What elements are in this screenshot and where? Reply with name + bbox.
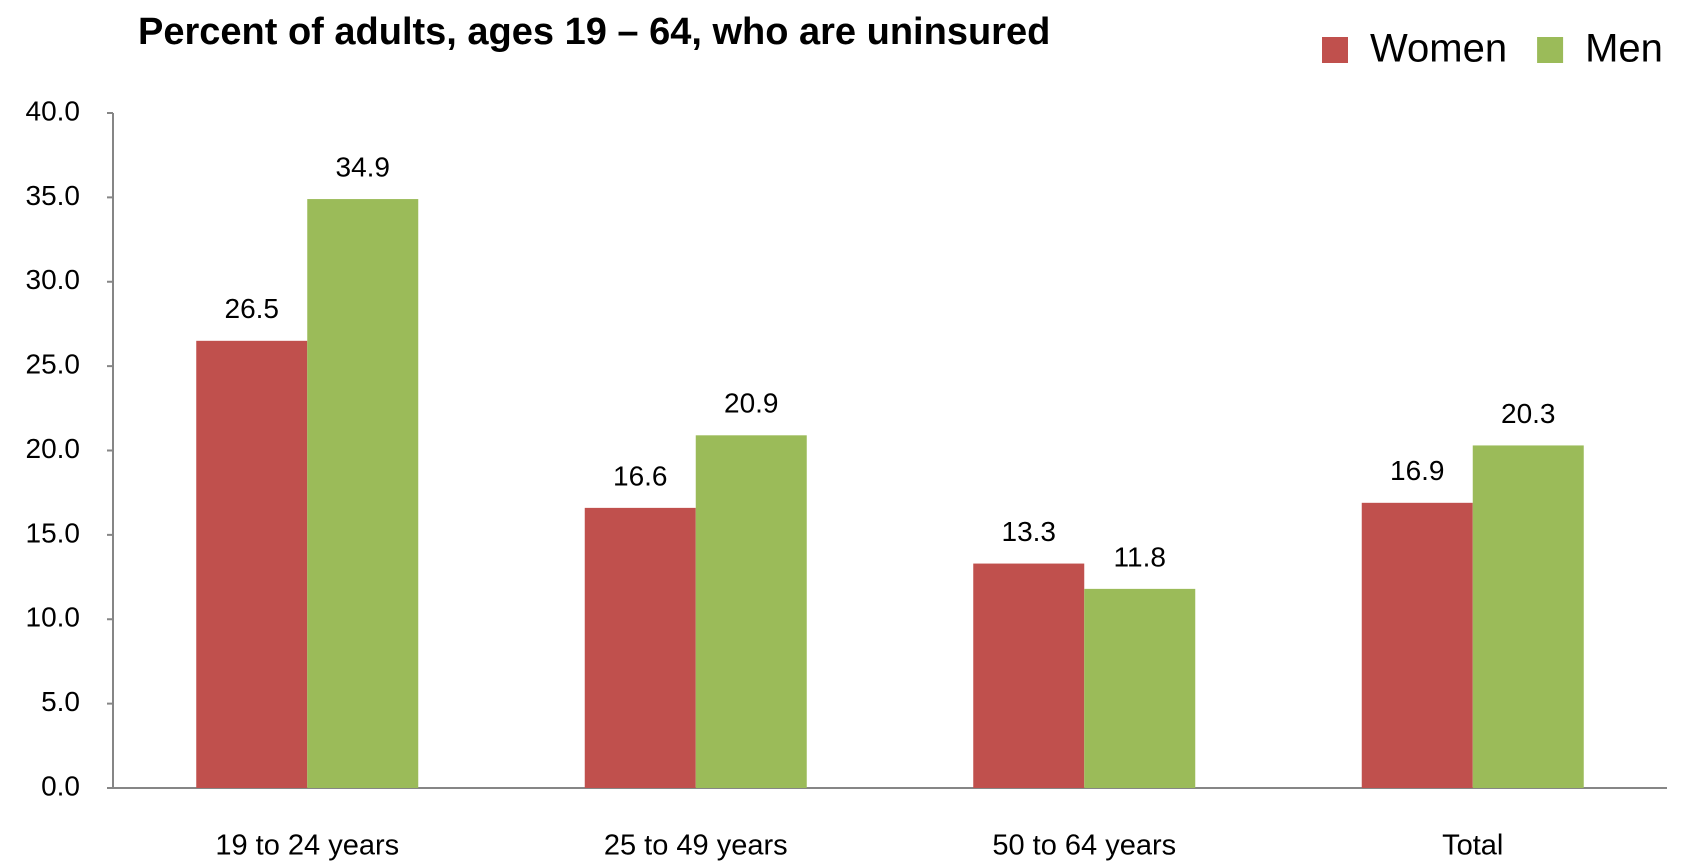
- y-tick-label: 35.0: [26, 180, 81, 211]
- legend-swatch: [1537, 37, 1564, 63]
- bar: [973, 563, 1085, 788]
- data-label: 16.6: [613, 460, 668, 491]
- y-tick-label: 40.0: [26, 95, 81, 126]
- y-tick-label: 10.0: [26, 602, 81, 633]
- bar: [584, 507, 696, 788]
- bar: [196, 340, 308, 788]
- chart-title: Percent of adults, ages 19 – 64, who are…: [138, 11, 1050, 53]
- legend-label: Men: [1585, 27, 1663, 71]
- x-tick-label: 25 to 49 years: [604, 830, 788, 862]
- bar: [695, 435, 807, 788]
- data-label: 13.3: [1002, 516, 1057, 547]
- y-tick-label: 0.0: [41, 770, 80, 801]
- x-tick-label: 50 to 64 years: [992, 830, 1176, 862]
- x-tick-label: 19 to 24 years: [215, 830, 399, 862]
- data-label: 16.9: [1390, 455, 1445, 486]
- data-label: 20.3: [1501, 398, 1556, 429]
- bar: [1472, 445, 1584, 788]
- bar: [307, 199, 419, 788]
- bar: [1361, 502, 1473, 788]
- data-label: 11.8: [1114, 541, 1166, 572]
- data-label: 34.9: [336, 151, 391, 182]
- y-tick-label: 25.0: [26, 349, 81, 380]
- legend-swatch: [1322, 37, 1348, 63]
- y-tick-label: 15.0: [26, 517, 81, 548]
- legend-label: Women: [1370, 27, 1507, 71]
- y-tick-label: 20.0: [26, 433, 81, 464]
- bar: [1084, 588, 1196, 788]
- y-tick-label: 5.0: [41, 686, 80, 717]
- data-label: 26.5: [225, 293, 280, 324]
- y-tick-label: 30.0: [26, 264, 81, 295]
- x-tick-label: Total: [1442, 830, 1503, 862]
- data-label: 20.9: [724, 388, 779, 419]
